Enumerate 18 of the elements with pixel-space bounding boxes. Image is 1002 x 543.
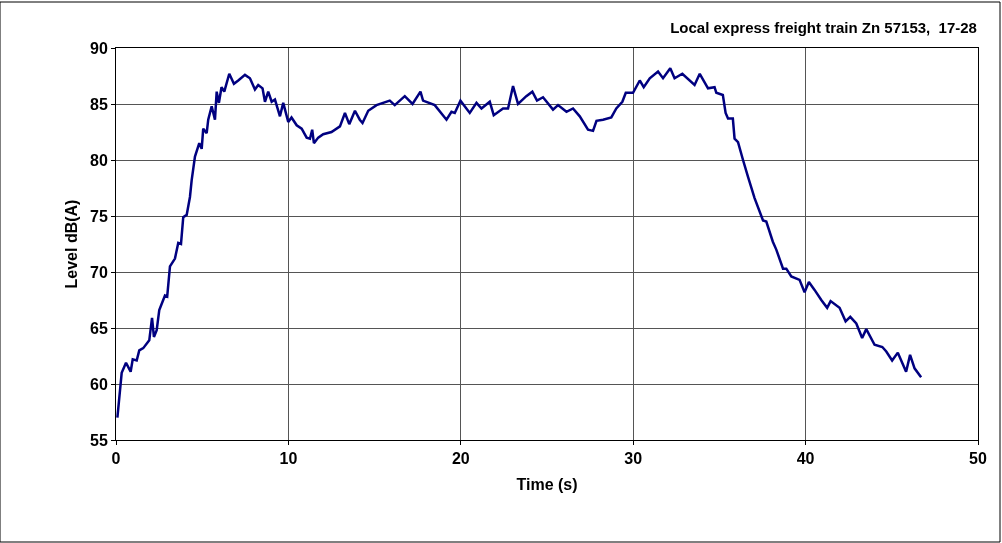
x-tick-label: 10: [279, 450, 298, 468]
y-tick-label: 70: [90, 263, 108, 281]
x-tick-label: 30: [624, 450, 643, 468]
y-axis-title: Level dB(A): [62, 199, 80, 289]
y-tick-label: 85: [90, 95, 108, 113]
y-tick-label: 65: [90, 319, 108, 337]
y-tick-label: 80: [90, 151, 108, 169]
y-tick-label: 55: [90, 431, 108, 449]
x-tick-label: 40: [796, 450, 815, 468]
y-tick-label: 60: [90, 375, 108, 393]
y-tick-label: 75: [90, 207, 108, 225]
y-tick-label: 90: [90, 39, 108, 57]
x-tick-label: 20: [451, 450, 470, 468]
chart-title: Local express freight train Zn 57153, 17-28: [670, 19, 977, 37]
x-tick-label: 0: [111, 450, 121, 468]
x-axis-title: Time (s): [516, 475, 578, 493]
x-tick-label: 50: [969, 450, 987, 468]
line-series: [116, 66, 923, 419]
